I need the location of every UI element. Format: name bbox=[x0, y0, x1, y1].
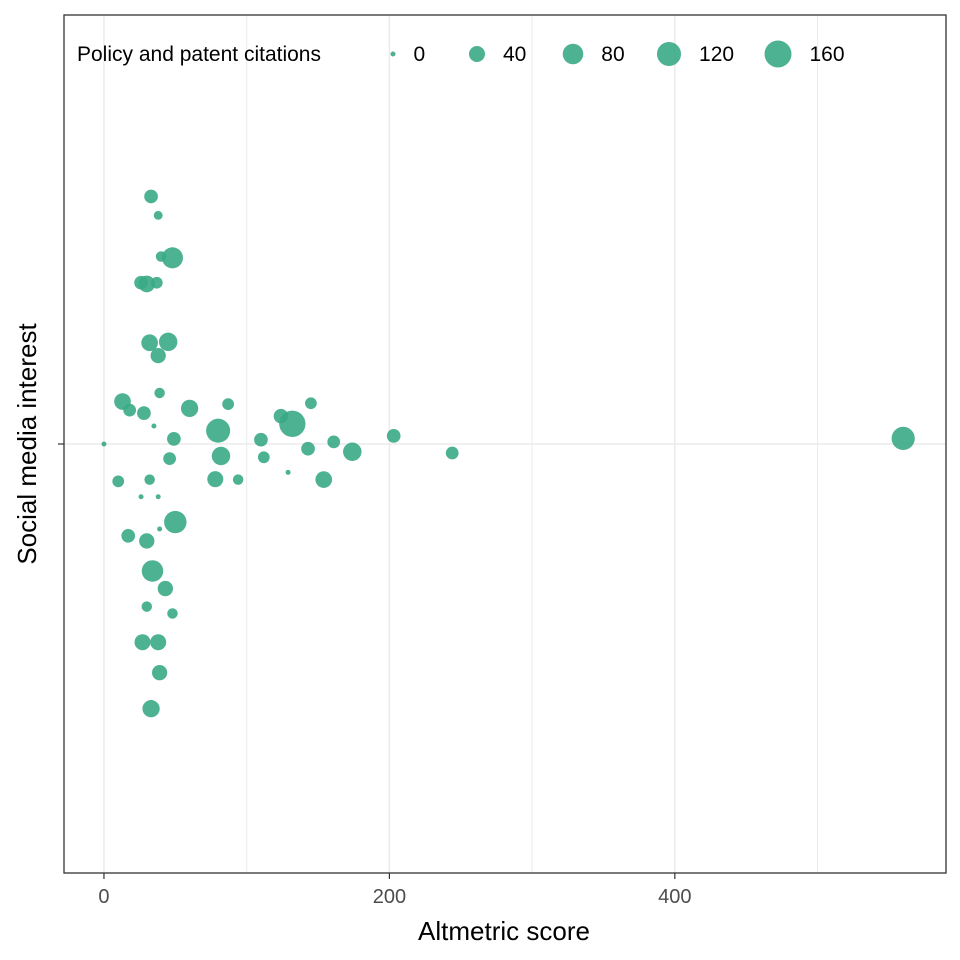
legend-symbol bbox=[656, 41, 682, 67]
legend-entry: 160 bbox=[764, 40, 845, 68]
data-point bbox=[207, 471, 224, 488]
data-point bbox=[891, 426, 915, 451]
data-point bbox=[134, 634, 151, 651]
x-axis-title: Altmetric score bbox=[418, 916, 590, 946]
legend: Policy and patent citations 0 40 80 120 160 bbox=[77, 40, 845, 68]
data-point bbox=[222, 398, 234, 410]
data-point bbox=[301, 441, 315, 456]
data-point bbox=[167, 432, 181, 446]
data-point bbox=[138, 494, 144, 500]
data-point bbox=[157, 526, 163, 532]
data-point bbox=[138, 275, 156, 293]
x-tick-label: 0 bbox=[98, 886, 109, 908]
data-point bbox=[158, 332, 178, 352]
data-point bbox=[137, 406, 151, 420]
legend-symbol bbox=[469, 46, 485, 62]
data-point bbox=[112, 475, 125, 488]
data-point bbox=[445, 446, 459, 460]
data-point bbox=[101, 441, 107, 447]
x-tick-label: 400 bbox=[658, 886, 691, 908]
legend-symbol bbox=[390, 51, 396, 57]
data-point bbox=[206, 418, 231, 443]
data-point bbox=[155, 494, 161, 500]
data-point bbox=[167, 608, 178, 619]
legend-label: 160 bbox=[810, 43, 845, 66]
data-point bbox=[150, 634, 167, 651]
legend-entry: 0 bbox=[390, 43, 426, 66]
data-point bbox=[121, 528, 136, 543]
data-point bbox=[164, 510, 187, 534]
data-point bbox=[163, 452, 177, 465]
points-layer bbox=[101, 189, 915, 718]
legend-symbol bbox=[562, 43, 584, 65]
data-point bbox=[343, 442, 362, 461]
data-point bbox=[386, 429, 401, 443]
y-axis-title: Social media interest bbox=[12, 323, 42, 565]
data-point bbox=[150, 347, 166, 364]
data-point bbox=[157, 580, 173, 597]
data-point bbox=[154, 387, 165, 399]
legend-label: 80 bbox=[601, 43, 624, 66]
legend-label: 40 bbox=[503, 43, 526, 66]
data-point bbox=[141, 560, 164, 582]
data-point bbox=[232, 474, 244, 485]
legend-title: Policy and patent citations bbox=[77, 43, 321, 66]
data-point bbox=[285, 469, 291, 475]
data-point bbox=[142, 700, 160, 718]
data-point bbox=[327, 435, 341, 449]
legend-label: 0 bbox=[414, 43, 426, 66]
data-point bbox=[144, 474, 155, 485]
axis-layer: 0 200 400 bbox=[58, 443, 692, 908]
data-point bbox=[141, 334, 158, 352]
legend-entry: 40 bbox=[469, 43, 526, 66]
data-point bbox=[151, 423, 157, 429]
data-point bbox=[180, 399, 199, 418]
x-tick-label: 200 bbox=[373, 886, 406, 908]
legend-symbol bbox=[764, 40, 792, 68]
data-point bbox=[144, 189, 158, 204]
data-point bbox=[139, 533, 155, 549]
data-point bbox=[123, 403, 137, 417]
data-point bbox=[305, 397, 317, 410]
data-point bbox=[211, 446, 231, 466]
data-point bbox=[150, 276, 163, 289]
data-point bbox=[279, 410, 306, 437]
data-point bbox=[153, 210, 163, 220]
legend-entry: 120 bbox=[656, 41, 734, 67]
data-point bbox=[161, 247, 183, 269]
data-point bbox=[151, 665, 168, 681]
data-point bbox=[254, 432, 268, 447]
legend-label: 120 bbox=[699, 43, 734, 66]
data-point bbox=[257, 451, 270, 464]
legend-entry: 80 bbox=[562, 43, 625, 66]
data-point bbox=[315, 471, 333, 488]
data-point bbox=[141, 601, 153, 612]
